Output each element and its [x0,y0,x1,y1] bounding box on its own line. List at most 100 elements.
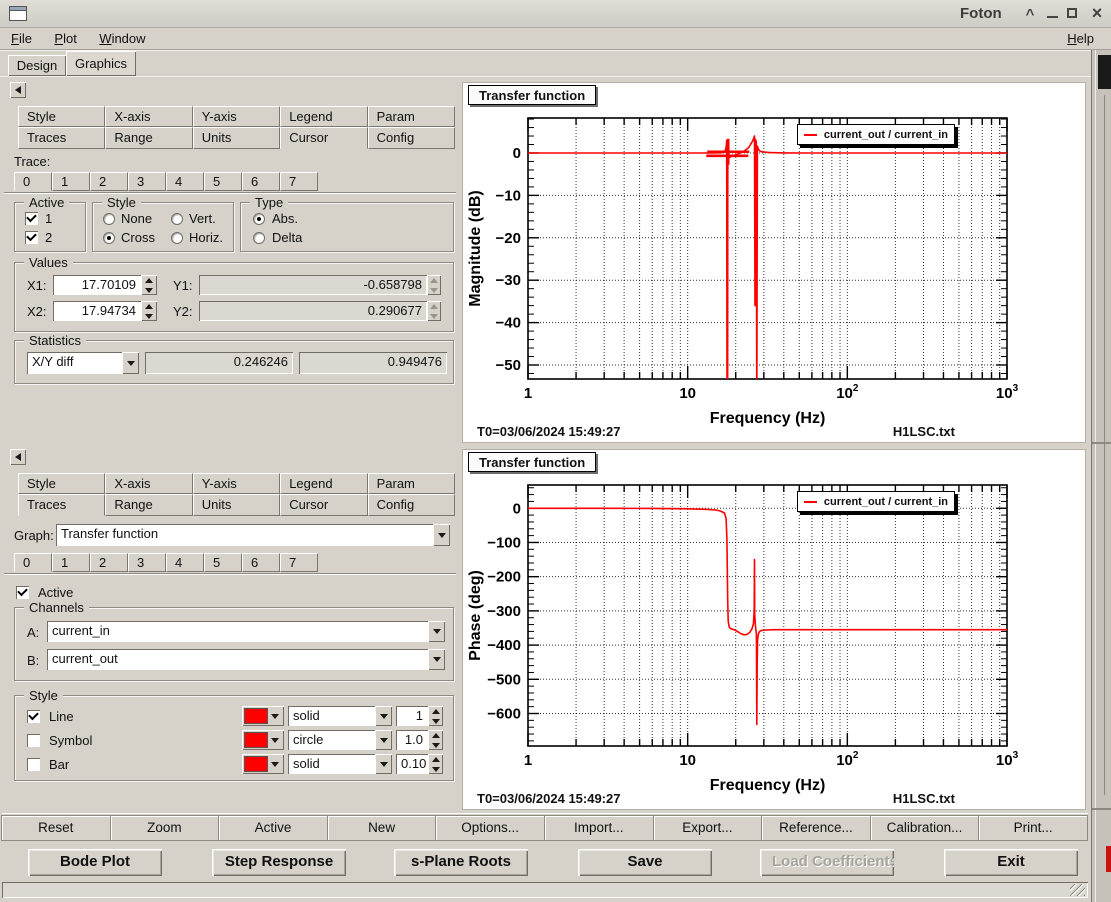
exit-button[interactable]: Exit [944,849,1078,876]
trace-active-checkbox[interactable] [16,586,29,599]
tab-range[interactable]: Range [105,127,193,149]
collapse-left-icon[interactable] [10,82,26,98]
dropdown-arrow-icon[interactable] [268,756,282,772]
x2-input[interactable]: 17.94734 [53,301,141,321]
line-checkbox[interactable] [27,710,40,723]
s-plane-roots-button[interactable]: s-Plane Roots [394,849,528,876]
statistics-mode-select[interactable]: X/Y diff [27,352,139,374]
tab-units[interactable]: Units [192,494,281,516]
tab-traces[interactable]: Traces [18,127,106,149]
trace-tab-4[interactable]: 4 [166,172,204,191]
menu-plot[interactable]: Plot [54,31,77,46]
symbol-checkbox[interactable] [27,734,40,747]
menu-window[interactable]: Window [99,31,146,46]
save-button[interactable]: Save [578,849,712,876]
line-color-select[interactable] [242,706,284,726]
dropdown-arrow-icon[interactable] [375,706,392,726]
tab-graphics[interactable]: Graphics [66,51,136,76]
collapse-left-icon[interactable] [10,449,26,465]
menu-help[interactable]: Help [1067,31,1094,46]
trace-tab-7[interactable]: 7 [280,553,318,572]
active-button[interactable]: Active [218,815,328,841]
line-style-select[interactable]: solid [288,706,392,726]
tab-config[interactable]: Config [367,494,455,516]
trace-tab-0[interactable]: 0 [14,172,52,191]
style-none-radio[interactable] [103,212,115,225]
dropdown-arrow-icon[interactable] [268,732,282,748]
bar-style-select[interactable]: solid [288,754,392,774]
reference-button[interactable]: Reference... [761,815,871,841]
style-cross-radio[interactable] [103,231,115,244]
x1-spinner[interactable] [141,275,157,295]
trace-tab-7[interactable]: 7 [280,172,318,191]
close-icon[interactable]: × [1091,3,1103,23]
tab-legend[interactable]: Legend [280,106,368,127]
trace-tab-6[interactable]: 6 [242,553,280,572]
tab-y-axis[interactable]: Y-axis [192,106,281,127]
channel-a-select[interactable]: current_in [47,621,445,642]
tab-traces[interactable]: Traces [18,494,106,516]
magnitude-chart[interactable]: 0 −10 −20 −30 −40 −501 10 102 103 Frequency (Hz) M… [463,83,1085,442]
dropdown-arrow-icon[interactable] [375,754,392,774]
new-button[interactable]: New [326,815,437,841]
minimize-icon[interactable] [1047,16,1058,18]
import-button[interactable]: Import... [543,815,654,841]
tab-cursor[interactable]: Cursor [280,494,368,516]
tab-style[interactable]: Style [18,473,106,494]
maximize-icon[interactable] [1067,8,1077,18]
calibration-button[interactable]: Calibration... [869,815,980,841]
trace-tab-4[interactable]: 4 [166,553,204,572]
symbol-size-input[interactable]: 1.0 [396,730,428,750]
dropdown-arrow-icon[interactable] [375,730,392,750]
menu-file[interactable]: File [11,31,32,46]
shade-icon[interactable]: ^ [1025,6,1035,23]
export-button[interactable]: Export... [652,815,763,841]
tab-x-axis[interactable]: X-axis [105,106,193,127]
trace2-checkbox[interactable] [25,231,38,244]
tab-param[interactable]: Param [367,106,455,127]
tab-config[interactable]: Config [367,127,455,149]
line-size-input[interactable]: 1 [396,706,428,726]
line-size-spinner[interactable] [428,706,443,726]
tab-cursor[interactable]: Cursor [280,127,368,149]
trace-tab-2[interactable]: 2 [90,553,128,572]
dropdown-arrow-icon[interactable] [268,708,282,724]
tab-style[interactable]: Style [18,106,106,127]
step-response-button[interactable]: Step Response [212,849,346,876]
tab-x-axis[interactable]: X-axis [105,473,193,494]
style-vert-radio[interactable] [171,212,183,225]
tab-units[interactable]: Units [192,127,281,149]
tab-design[interactable]: Design [8,55,66,76]
symbol-style-select[interactable]: circle [288,730,392,750]
bar-size-spinner[interactable] [428,754,443,774]
trace-tab-1[interactable]: 1 [52,553,90,572]
trace-tab-3[interactable]: 3 [128,553,166,572]
bar-checkbox[interactable] [27,758,40,771]
type-delta-radio[interactable] [253,231,265,244]
tab-param[interactable]: Param [367,473,455,494]
trace1-checkbox[interactable] [25,212,38,225]
phase-chart[interactable]: 0 −100 −200 −300 −400 −500 −600 1 10 102 103 Freque… [463,450,1085,809]
type-abs-radio[interactable] [253,212,265,225]
dropdown-arrow-icon[interactable] [122,352,139,374]
trace-tab-2[interactable]: 2 [90,172,128,191]
tab-range[interactable]: Range [105,494,193,516]
print-button[interactable]: Print... [978,815,1088,841]
bar-color-select[interactable] [242,754,284,774]
bar-size-input[interactable]: 0.10 [396,754,428,774]
trace-tab-6[interactable]: 6 [242,172,280,191]
bode-plot-button[interactable]: Bode Plot [28,849,162,876]
tab-legend[interactable]: Legend [280,473,368,494]
symbol-size-spinner[interactable] [428,730,443,750]
graph-select[interactable]: Transfer function [56,524,450,546]
trace-tab-1[interactable]: 1 [52,172,90,191]
tab-y-axis[interactable]: Y-axis [192,473,281,494]
options-button[interactable]: Options... [435,815,545,841]
x1-input[interactable]: 17.70109 [53,275,141,295]
trace-tab-0[interactable]: 0 [14,553,52,572]
dropdown-arrow-icon[interactable] [428,621,445,642]
symbol-color-select[interactable] [242,730,284,750]
x2-spinner[interactable] [141,301,157,321]
channel-b-select[interactable]: current_out [47,649,445,670]
zoom-button[interactable]: Zoom [109,815,220,841]
